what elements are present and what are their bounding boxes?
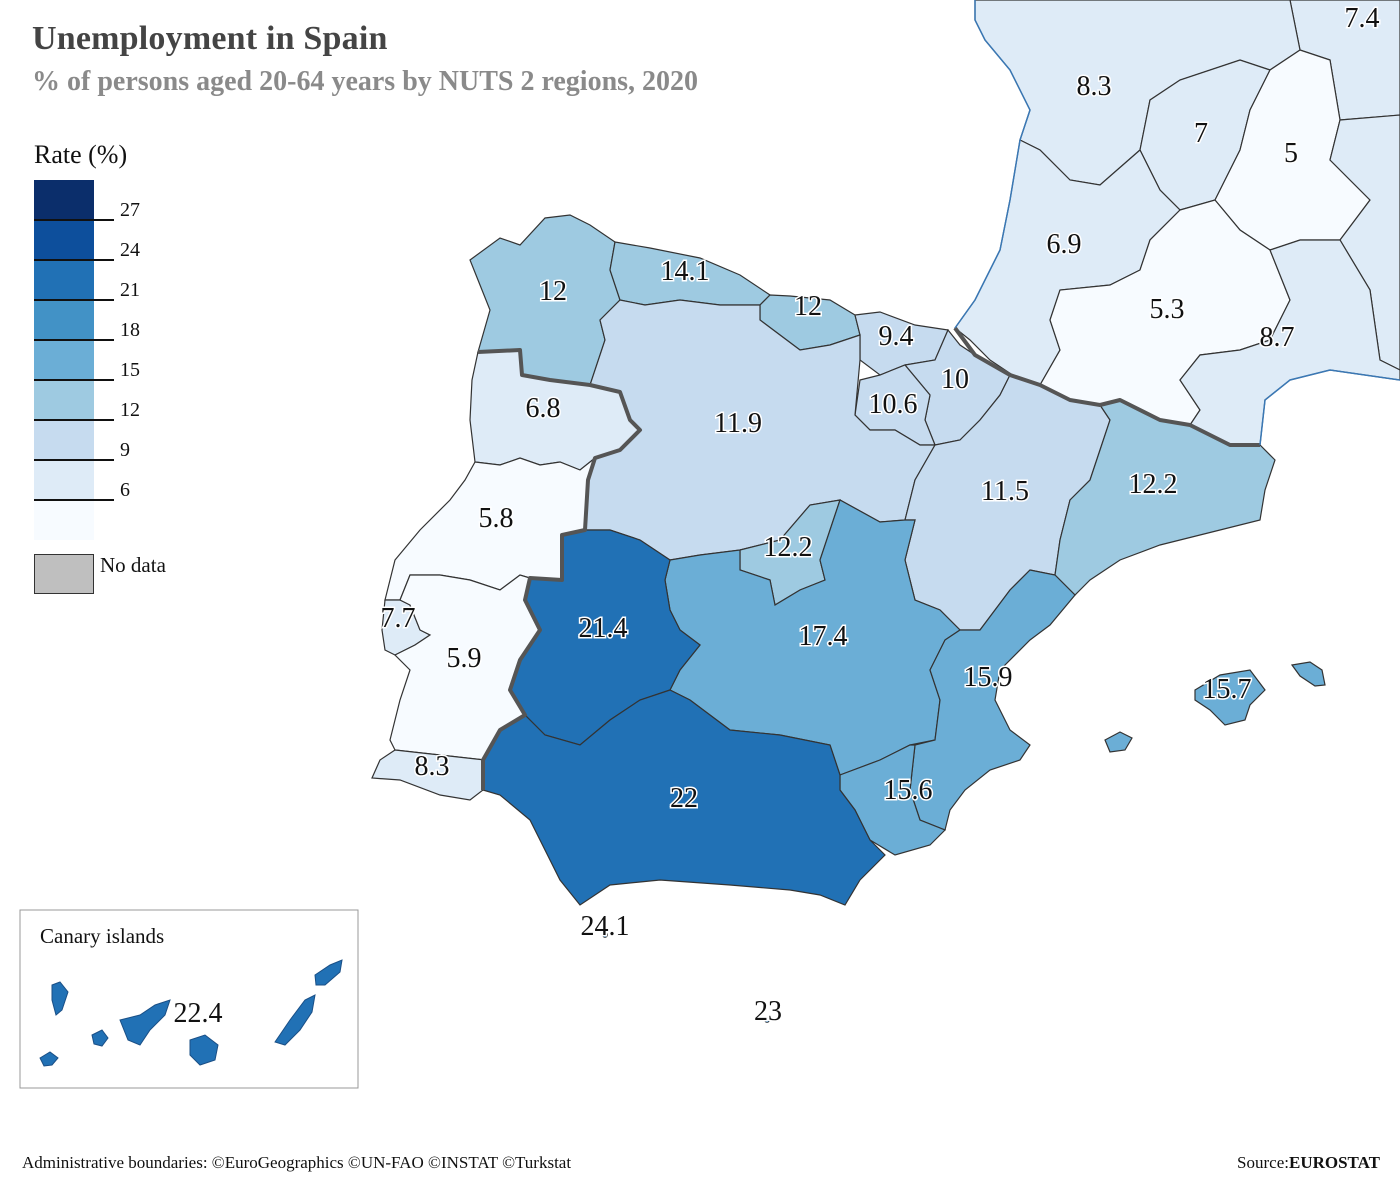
legend-tick-label: 24 — [120, 239, 140, 261]
source-name: EUROSTAT — [1288, 1153, 1380, 1172]
label-fr-centre: 7 — [1194, 118, 1208, 149]
legend-swatch — [34, 380, 94, 420]
region-balears-mallorca — [1194, 669, 1266, 726]
canary-lanzarote — [314, 959, 343, 986]
legend-tick-line — [34, 339, 114, 341]
label-fr-aquitaine-south: 6.9 — [1047, 229, 1082, 260]
label-pais-vasco: 9.4 — [879, 321, 914, 352]
label-algarve: 8.3 — [415, 751, 450, 782]
region-labels: 12 14.1 12 9.4 10 10.6 11.9 11.5 12.2 12… — [172, 2, 1381, 1031]
legend-tick-line — [34, 499, 114, 501]
region-valenciana — [909, 569, 1076, 831]
legend-title: Rate (%) — [34, 140, 128, 169]
legend-swatch — [34, 340, 94, 380]
label-galicia: 12 — [539, 276, 567, 307]
label-valenciana: 15.9 — [964, 662, 1013, 693]
legend-tick-label: 27 — [120, 199, 140, 221]
label-andalucia: 22 — [670, 783, 698, 814]
source: Source:EUROSTAT — [1237, 1153, 1380, 1173]
map-title: Unemployment in Spain — [32, 20, 388, 57]
coastline — [954, 0, 1400, 446]
label-navarra: 10 — [941, 364, 969, 395]
label-centro-pt: 5.8 — [479, 503, 514, 534]
region-balears-ibiza — [1104, 731, 1133, 753]
label-fr-aquitaine-north: 8.3 — [1077, 71, 1112, 102]
label-ceuta: 24.1 — [581, 911, 630, 942]
france — [954, 0, 1400, 446]
region-balears-menorca — [1290, 661, 1326, 687]
label-melilla: 23 — [754, 996, 782, 1027]
label-alentejo: 5.9 — [447, 643, 482, 674]
legend-tick-line — [34, 419, 114, 421]
legend-swatch — [34, 460, 94, 500]
no-data-label: No data — [100, 553, 166, 577]
label-cataluna: 12.2 — [1129, 469, 1178, 500]
label-asturias: 14.1 — [661, 256, 710, 287]
label-cantabria: 12 — [794, 291, 822, 322]
label-canarias: 22.4 — [174, 998, 223, 1029]
label-fr-languedoc: 8.7 — [1260, 322, 1295, 353]
canary-gomera — [91, 1029, 109, 1047]
label-lisboa: 7.7 — [381, 603, 416, 634]
region-ceuta — [602, 932, 608, 938]
legend-swatch — [34, 500, 94, 540]
region-melilla — [764, 1017, 770, 1023]
source-prefix: Source: — [1237, 1153, 1289, 1172]
label-norte: 6.8 — [526, 393, 561, 424]
map-subtitle: % of persons aged 20-64 years by NUTS 2 … — [32, 66, 699, 97]
legend-tick-line — [34, 459, 114, 461]
legend-color-ramp — [34, 180, 94, 540]
legend-tick-label: 21 — [120, 279, 140, 301]
label-madrid: 12.2 — [764, 532, 813, 563]
canary-la-palma — [51, 981, 69, 1016]
legend-tick-line — [34, 259, 114, 261]
canary-fuerteventura — [274, 994, 316, 1046]
legend-tick-line — [34, 379, 114, 381]
credits: Administrative boundaries: ©EuroGeograph… — [22, 1153, 572, 1172]
legend-swatch — [34, 220, 94, 260]
legend-swatch — [34, 260, 94, 300]
legend-swatch — [34, 180, 94, 220]
label-castilla-la-mancha: 17.4 — [799, 621, 848, 652]
region-algarve — [371, 749, 486, 801]
label-fr-midi-pyrenees: 5.3 — [1150, 294, 1185, 325]
canary-hierro — [39, 1051, 59, 1067]
legend-tick-label: 9 — [120, 439, 130, 461]
no-data-swatch — [34, 554, 94, 594]
canary-inset-frame — [19, 909, 359, 1089]
label-la-rioja: 10.6 — [869, 389, 918, 420]
canary-tenerife — [119, 999, 171, 1046]
label-fr-auvergne: 5 — [1284, 138, 1298, 169]
label-balears: 15.7 — [1203, 674, 1252, 705]
label-aragon: 11.5 — [981, 476, 1029, 507]
legend-tick-line — [34, 219, 114, 221]
canary-islands — [39, 959, 343, 1067]
legend-tick-label: 6 — [120, 479, 130, 501]
legend-swatch — [34, 420, 94, 460]
label-fr-ile-de-france: 7.4 — [1345, 3, 1380, 34]
legend-tick-label: 15 — [120, 359, 140, 381]
label-extremadura: 21.4 — [579, 613, 628, 644]
national-borders — [477, 326, 1260, 790]
legend-tick-label: 12 — [120, 399, 140, 421]
label-murcia: 15.6 — [884, 775, 933, 806]
portugal — [371, 349, 641, 801]
spain — [469, 214, 1326, 1023]
region-andalucia — [482, 689, 886, 906]
legend-swatch — [34, 300, 94, 340]
inset-title: Canary islands — [40, 924, 165, 948]
legend-tick-label: 18 — [120, 319, 140, 341]
canary-gran-canaria — [189, 1034, 219, 1066]
legend-tick-line — [34, 299, 114, 301]
label-castilla-y-leon: 11.9 — [714, 408, 762, 439]
